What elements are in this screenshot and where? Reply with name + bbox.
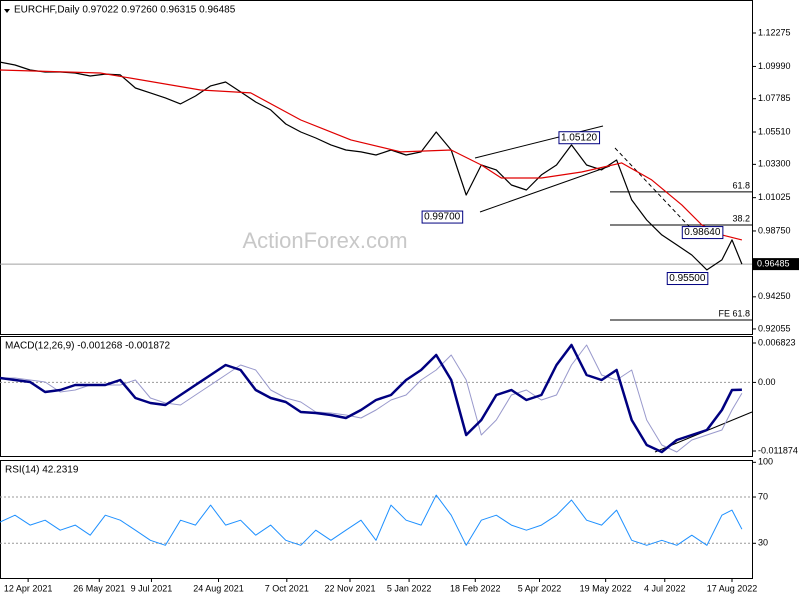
- x-tick-label: 26 May 2021: [73, 583, 125, 593]
- series-line: [0, 343, 742, 454]
- y-tick-label: 1.05510: [758, 126, 791, 136]
- x-tick-label: 5 Apr 2022: [518, 583, 562, 593]
- swing-label: 0.98640: [681, 226, 724, 240]
- label-box: [421, 210, 464, 224]
- fib-label: 38.2: [732, 213, 750, 223]
- swing-label: 1.05120: [558, 131, 601, 145]
- channel-lower: [479, 165, 611, 213]
- panel-title: MACD(12,26,9) -0.001268 -0.001872: [5, 341, 171, 352]
- x-tick-label: 5 Jan 2022: [387, 583, 432, 593]
- x-tick-label: 24 Aug 2021: [193, 583, 244, 593]
- y-tick-label: 1.07785: [758, 93, 791, 103]
- series-line: [0, 344, 743, 453]
- label-box: [681, 226, 724, 240]
- y-tick-label: 100: [758, 457, 773, 467]
- y-tick-label: 1.03300: [758, 159, 791, 169]
- x-tick-label: 18 Feb 2022: [450, 583, 501, 593]
- y-tick-label: -0.011874: [758, 445, 798, 455]
- panel-frame: [0, 336, 753, 457]
- x-tick-label: 7 Oct 2021: [265, 583, 309, 593]
- x-tick-label: 4 Jul 2022: [644, 583, 686, 593]
- label-box: [558, 131, 601, 145]
- x-tick-label: 19 May 2022: [580, 583, 632, 593]
- swing-label: 0.99700: [421, 210, 464, 224]
- x-tick-label: 17 Aug 2022: [707, 583, 758, 593]
- swing-label: 0.95500: [666, 272, 709, 286]
- y-tick-label: 0.92055: [758, 323, 791, 333]
- x-tick-label: 12 Apr 2021: [4, 583, 53, 593]
- y-tick-label: 1.09990: [758, 61, 791, 71]
- current-price-box: [753, 258, 799, 271]
- x-tick-label: 9 Jul 2021: [131, 583, 173, 593]
- label-text: 0.98640: [684, 227, 721, 238]
- x-tick-label: 22 Nov 2021: [324, 583, 375, 593]
- label-text: 1.05120: [561, 132, 598, 143]
- series-line: [0, 494, 743, 546]
- fib-label: 61.8: [732, 180, 750, 190]
- watermark: ActionForex.com: [242, 228, 407, 253]
- y-tick-label: 0.006823: [758, 337, 796, 347]
- series-line: [0, 69, 743, 241]
- y-tick-label: 1.12275: [758, 27, 791, 37]
- current-price-label: 0.96485: [757, 258, 790, 268]
- series-line: [0, 61, 743, 271]
- y-tick-label: 1.01025: [758, 192, 791, 202]
- menu-arrow: [4, 9, 10, 13]
- label-text: 0.95500: [669, 273, 706, 284]
- y-tick-label: 30: [758, 538, 768, 548]
- y-tick-label: 70: [758, 491, 768, 501]
- label-text: 0.99700: [424, 212, 461, 223]
- panel-title: EURCHF,Daily 0.97022 0.97260 0.96315 0.9…: [14, 5, 236, 16]
- y-tick-label: 0.00: [758, 377, 776, 387]
- panel-frame: [0, 460, 753, 579]
- label-box: [666, 272, 709, 286]
- panel-frame: [0, 0, 753, 335]
- fib-label: FE 61.8: [718, 308, 750, 318]
- y-tick-label: 0.94250: [758, 291, 791, 301]
- y-tick-label: 0.98750: [758, 225, 791, 235]
- panel-title: RSI(14) 42.2319: [5, 465, 79, 476]
